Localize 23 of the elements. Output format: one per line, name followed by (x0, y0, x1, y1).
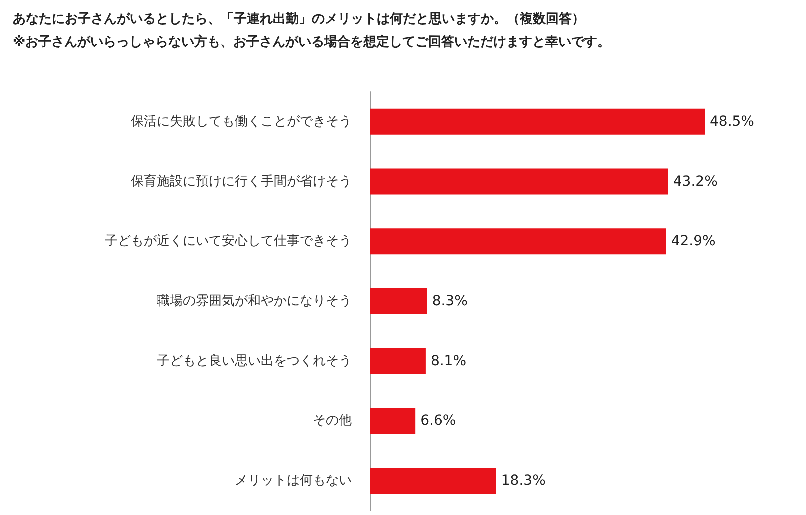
bar (370, 468, 496, 494)
data-label: 42.9% (671, 234, 716, 250)
bar (370, 288, 428, 314)
data-label: 48.5% (710, 114, 754, 130)
y-tick-label: その他 (313, 414, 352, 429)
y-tick-label: 保活に失敗しても働くことができそう (131, 114, 352, 130)
chart-subtitle: ※お子さんがいらっしゃらない方も、お子さんがいる場合を想定してご回答いただけますと幸いです。 (13, 34, 611, 50)
bar (370, 348, 426, 374)
bar (370, 408, 416, 434)
y-tick-label: 職場の雰囲気が和やかになりそう (157, 294, 352, 309)
data-label: 8.1% (430, 353, 467, 370)
data-label: 8.3% (432, 294, 468, 310)
bar (370, 228, 666, 255)
data-label: 18.3% (501, 473, 546, 490)
bar (370, 168, 668, 195)
y-tick-label: メリットは何もない (235, 474, 352, 489)
bar (370, 108, 705, 135)
y-tick-label: 子どもが近くにいて安心して仕事できそう (105, 233, 352, 250)
y-tick-label: 子どもと良い思い出をつくれそう (157, 354, 352, 369)
chart-title: あなたにお子さんがいるとしたら、「子連れ出勤」のメリットは何だと思いますか。（複数回答） (13, 11, 585, 27)
data-label: 43.2% (673, 174, 718, 190)
y-tick-label: 保育施設に預けに行く手間が省けそう (131, 173, 352, 190)
data-label: 6.6% (420, 413, 456, 430)
